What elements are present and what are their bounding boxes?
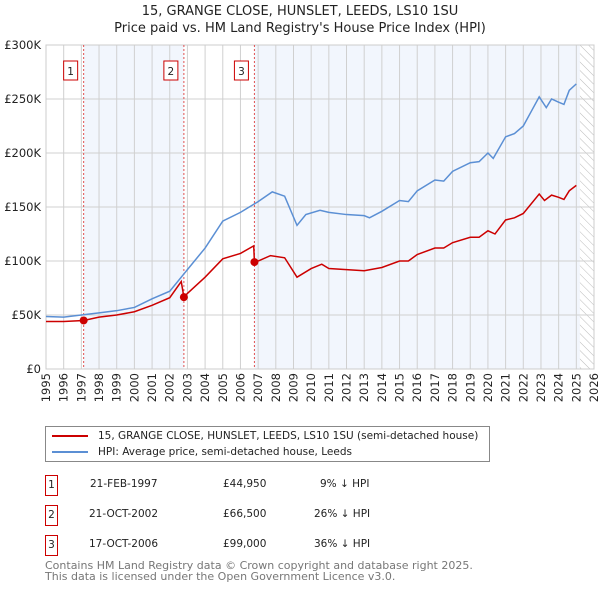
x-tick-label: 2016	[410, 373, 424, 402]
footer-line: This data is licensed under the Open Gov…	[45, 570, 396, 583]
y-tick-label: £250K	[4, 92, 41, 106]
sale-badge: 3	[45, 535, 58, 556]
x-tick-label: 2020	[481, 373, 495, 402]
sale-price: £99,000	[223, 538, 267, 550]
x-tick-label: 2011	[322, 373, 336, 402]
sale-marker-label: 2	[168, 66, 175, 78]
sale-price: £66,500	[223, 508, 267, 520]
sale-badge: 1	[45, 475, 58, 496]
sale-date: 17-OCT-2006	[89, 538, 158, 550]
x-tick-label: 1997	[74, 373, 88, 402]
x-tick-label: 2017	[428, 373, 442, 402]
x-tick-label: 2015	[393, 373, 407, 402]
x-tick-label: 2010	[304, 373, 318, 402]
y-tick-label: £150K	[4, 200, 41, 214]
x-tick-label: 2002	[163, 373, 177, 402]
x-tick-label: 2006	[233, 373, 247, 402]
sale-badge: 2	[45, 505, 58, 526]
plot-frame	[45, 44, 595, 370]
x-tick-label: 2023	[534, 373, 548, 402]
table-row: 3 17-OCT-2006 £99,000 36% ↓ HPI	[45, 535, 445, 556]
y-tick-label: £50K	[12, 308, 42, 322]
x-tick-label: 2012	[340, 373, 354, 402]
x-tick-label: 2025	[569, 373, 583, 402]
series-line	[46, 184, 577, 323]
x-tick-label: 2005	[216, 373, 230, 402]
sale-date: 21-FEB-1997	[90, 478, 158, 490]
x-tick-label: 2009	[286, 373, 300, 402]
sale-marker-label: 3	[238, 66, 245, 78]
legend-label: 15, GRANGE CLOSE, HUNSLET, LEEDS, LS10 1…	[98, 430, 479, 442]
x-tick-label: 2001	[145, 373, 159, 402]
chart-title: 15, GRANGE CLOSE, HUNSLET, LEEDS, LS10 1…	[141, 4, 459, 19]
sale-hpi-diff: 36% ↓ HPI	[314, 538, 371, 550]
sale-price: £44,950	[223, 478, 267, 490]
sale-hpi-diff: 26% ↓ HPI	[314, 508, 371, 520]
legend-item-hpi: HPI: Average price, semi-detached house,…	[52, 444, 352, 460]
x-tick-label: 2014	[375, 373, 389, 402]
x-tick-label: 2026	[587, 373, 600, 402]
series-line	[45, 83, 577, 318]
legend-item-property: 15, GRANGE CLOSE, HUNSLET, LEEDS, LS10 1…	[52, 428, 478, 444]
sale-point	[79, 316, 88, 325]
sale-hpi-diff: 9% ↓ HPI	[320, 478, 370, 490]
x-tick-label: 2018	[446, 373, 460, 402]
x-tick-label: 2022	[516, 373, 530, 402]
sale-marker-badge	[233, 60, 249, 81]
table-row: 1 21-FEB-1997 £44,950 9% ↓ HPI	[45, 475, 445, 496]
chart-subtitle: Price paid vs. HM Land Registry's House …	[114, 21, 486, 36]
x-tick-label: 2021	[499, 373, 513, 402]
x-tick-label: 1996	[57, 373, 71, 402]
sale-point	[179, 293, 188, 302]
y-tick-label: £200K	[4, 146, 41, 160]
y-tick-label: £100K	[4, 254, 41, 268]
x-tick-label: 2004	[198, 373, 212, 402]
legend-label: HPI: Average price, semi-detached house,…	[98, 446, 352, 458]
sale-point	[250, 258, 259, 267]
x-tick-label: 2013	[357, 373, 371, 402]
legend-swatch-blue	[52, 451, 88, 453]
sale-marker-badge	[163, 60, 179, 81]
x-tick-label: 2000	[127, 373, 141, 402]
x-tick-label: 2008	[269, 373, 283, 402]
sale-marker-badge	[63, 60, 79, 81]
legend: 15, GRANGE CLOSE, HUNSLET, LEEDS, LS10 1…	[45, 426, 490, 462]
x-tick-label: 2024	[552, 373, 566, 402]
x-tick-label: 1999	[110, 373, 124, 402]
plot-area: 1995 1996 1997 1998 1999 2000 2001 2002 2003 2004…	[4, 38, 600, 402]
x-tick-label: 1995	[39, 373, 53, 402]
x-tick-label: 2019	[463, 373, 477, 402]
sale-date: 21-OCT-2002	[89, 508, 158, 520]
footer-line: Contains HM Land Registry data © Crown c…	[45, 559, 473, 572]
y-tick-label: £300K	[4, 38, 41, 52]
legend-swatch-red	[52, 435, 88, 437]
x-tick-label: 2003	[180, 373, 194, 402]
x-tick-label: 1998	[92, 373, 106, 402]
x-tick-label: 2007	[251, 373, 265, 402]
table-row: 2 21-OCT-2002 £66,500 26% ↓ HPI	[45, 505, 445, 526]
y-tick-label: £0	[26, 362, 41, 376]
footer: Contains HM Land Registry data © Crown c…	[45, 560, 473, 582]
sale-marker-label: 1	[67, 66, 74, 78]
